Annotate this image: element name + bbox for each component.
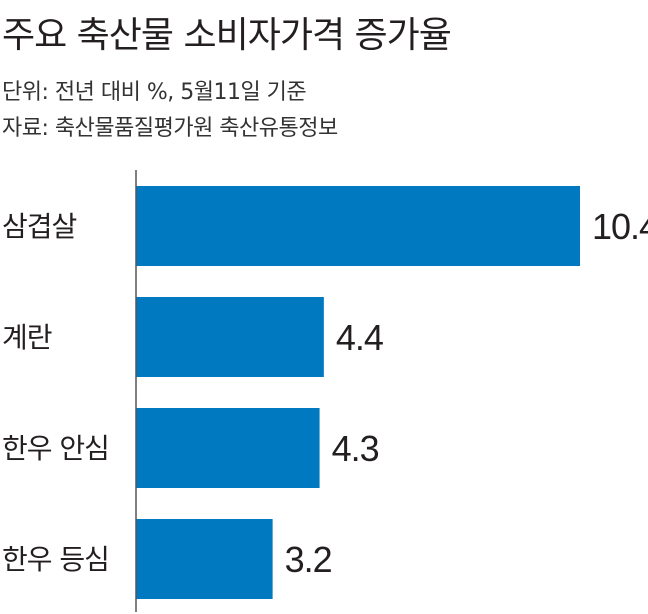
value-label-1: 4.4 [336,317,383,358]
source-note: 자료: 축산물품질평가원 축산유통정보 [2,116,338,141]
category-label-1: 계란 [2,321,52,354]
bar-2 [136,408,320,488]
category-label-0: 삼겹살 [2,210,77,243]
value-label-0: 10.4 [592,206,648,247]
bar-3 [136,519,273,599]
value-label-2: 4.3 [332,428,379,469]
bar-1 [136,297,324,377]
value-label-3: 3.2 [285,539,332,580]
category-label-3: 한우 등심 [2,543,109,576]
unit-note: 단위: 전년 대비 %, 5월11일 기준 [2,80,307,105]
chart-title: 주요 축산물 소비자가격 증가율 [2,15,452,56]
bar-0 [136,186,580,266]
category-label-2: 한우 안심 [2,432,109,465]
